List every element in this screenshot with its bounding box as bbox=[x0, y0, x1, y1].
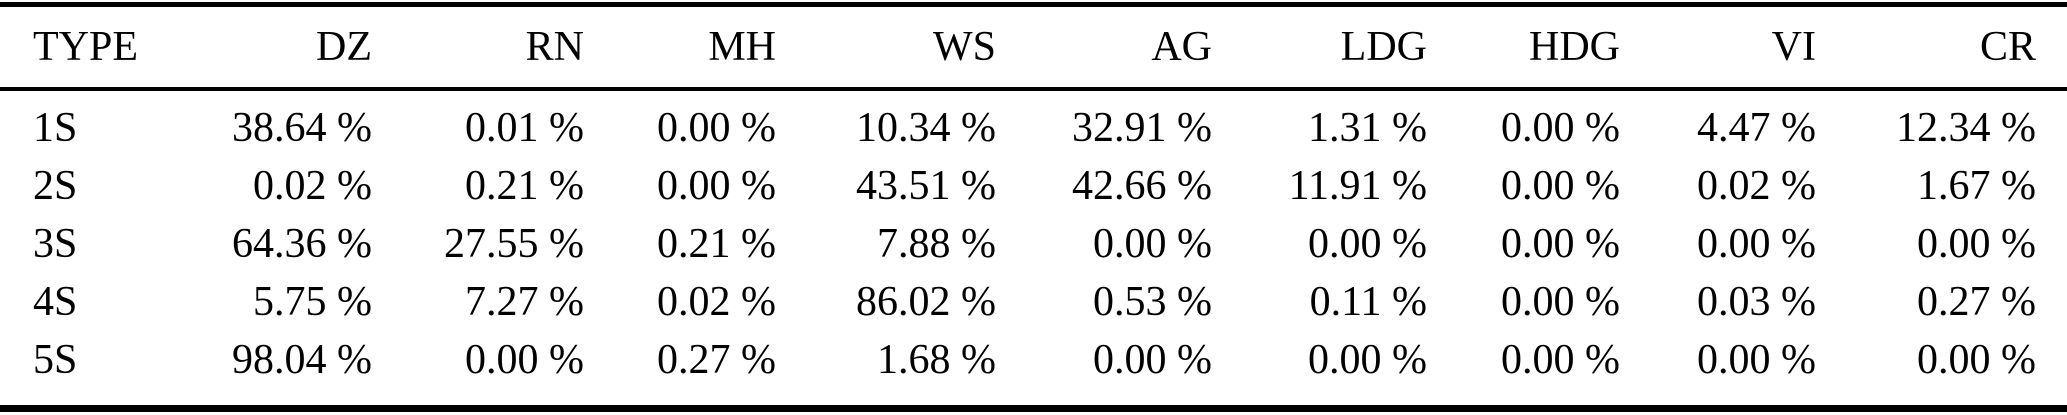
table-cell: 0.02 % bbox=[657, 279, 776, 325]
table-cell: 1.68 % bbox=[877, 337, 996, 383]
table-cell: 0.00 % bbox=[1697, 337, 1816, 383]
header-row: TYPE DZ RN MH WS AG LDG HDG VI CR bbox=[0, 7, 2067, 91]
row-type-label: 3S bbox=[33, 221, 78, 267]
table-cell: 0.21 % bbox=[465, 163, 584, 209]
table-cell: 1.67 % bbox=[1917, 163, 2036, 209]
table-cell: 0.21 % bbox=[657, 221, 776, 267]
table-cell: 5.75 % bbox=[253, 279, 372, 325]
table-bottom-rule bbox=[0, 405, 2067, 412]
table-cell: 0.00 % bbox=[1501, 337, 1620, 383]
table-cell: 0.00 % bbox=[1308, 337, 1427, 383]
table-cell: 98.04 % bbox=[232, 337, 372, 383]
table-cell: 27.55 % bbox=[444, 221, 584, 267]
table-cell: 0.27 % bbox=[657, 337, 776, 383]
table-cell: 0.00 % bbox=[657, 163, 776, 209]
type-distribution-table: TYPE DZ RN MH WS AG LDG HDG VI CR 1S 38.6… bbox=[0, 7, 2067, 405]
table-cell: 0.00 % bbox=[1501, 221, 1620, 267]
column-header-cr: CR bbox=[1816, 7, 2067, 91]
table-cell: 0.00 % bbox=[1501, 279, 1620, 325]
row-type-label: 5S bbox=[33, 337, 78, 383]
row-type-label: 1S bbox=[33, 105, 78, 151]
table-cell: 7.27 % bbox=[465, 279, 584, 325]
table-cell: 12.34 % bbox=[1896, 105, 2036, 151]
column-header-hdg: HDG bbox=[1427, 7, 1620, 91]
table-row: 5S 98.04 % 0.00 % 0.27 % 1.68 % 0.00 % 0.00 % 0… bbox=[0, 331, 2067, 405]
table-cell: 0.00 % bbox=[1917, 221, 2036, 267]
column-header-rn: RN bbox=[372, 7, 584, 91]
table-cell: 0.00 % bbox=[1093, 221, 1212, 267]
table-cell: 0.00 % bbox=[1501, 163, 1620, 209]
table-cell: 0.00 % bbox=[1093, 337, 1212, 383]
row-type-label: 4S bbox=[33, 279, 78, 325]
table-cell: 0.03 % bbox=[1697, 279, 1816, 325]
column-header-ag: AG bbox=[996, 7, 1212, 91]
table-cell: 43.51 % bbox=[856, 163, 996, 209]
table-row: 3S 64.36 % 27.55 % 0.21 % 7.88 % 0.00 % 0.00 %… bbox=[0, 215, 2067, 273]
table-row: 4S 5.75 % 7.27 % 0.02 % 86.02 % 0.53 % 0.11 % 0… bbox=[0, 273, 2067, 331]
table-cell: 0.00 % bbox=[465, 337, 584, 383]
column-header-ws: WS bbox=[776, 7, 996, 91]
table-cell: 4.47 % bbox=[1697, 105, 1816, 151]
column-header-mh: MH bbox=[584, 7, 776, 91]
table-cell: 0.53 % bbox=[1093, 279, 1212, 325]
table-cell: 32.91 % bbox=[1072, 105, 1212, 151]
table-top-rule bbox=[0, 2, 2067, 7]
table-cell: 0.00 % bbox=[657, 105, 776, 151]
table-cell: 38.64 % bbox=[232, 105, 372, 151]
column-header-type: TYPE bbox=[0, 7, 180, 91]
table-cell: 42.66 % bbox=[1072, 163, 1212, 209]
table-cell: 0.00 % bbox=[1697, 221, 1816, 267]
table-cell: 0.27 % bbox=[1917, 279, 2036, 325]
table-cell: 64.36 % bbox=[232, 221, 372, 267]
table-cell: 0.02 % bbox=[253, 163, 372, 209]
table-cell: 0.00 % bbox=[1917, 337, 2036, 383]
table-cell: 10.34 % bbox=[856, 105, 996, 151]
table-cell: 0.00 % bbox=[1501, 105, 1620, 151]
column-header-vi: VI bbox=[1620, 7, 1816, 91]
row-type-label: 2S bbox=[33, 163, 78, 209]
column-header-ldg: LDG bbox=[1212, 7, 1427, 91]
table-cell: 0.02 % bbox=[1697, 163, 1816, 209]
table-cell: 86.02 % bbox=[856, 279, 996, 325]
table-cell: 0.01 % bbox=[465, 105, 584, 151]
table-cell: 0.00 % bbox=[1308, 221, 1427, 267]
table-cell: 0.11 % bbox=[1309, 279, 1427, 325]
table-body: 1S 38.64 % 0.01 % 0.00 % 10.34 % 32.91 % 1.31 … bbox=[0, 89, 2067, 405]
table-row: 1S 38.64 % 0.01 % 0.00 % 10.34 % 32.91 % 1.31 … bbox=[0, 89, 2067, 157]
table-row: 2S 0.02 % 0.21 % 0.00 % 43.51 % 42.66 % 11.91 … bbox=[0, 157, 2067, 215]
column-header-dz: DZ bbox=[180, 7, 372, 91]
table-cell: 1.31 % bbox=[1308, 105, 1427, 151]
table-header: TYPE DZ RN MH WS AG LDG HDG VI CR bbox=[0, 7, 2067, 91]
table-cell: 11.91 % bbox=[1288, 163, 1427, 209]
table-cell: 7.88 % bbox=[877, 221, 996, 267]
